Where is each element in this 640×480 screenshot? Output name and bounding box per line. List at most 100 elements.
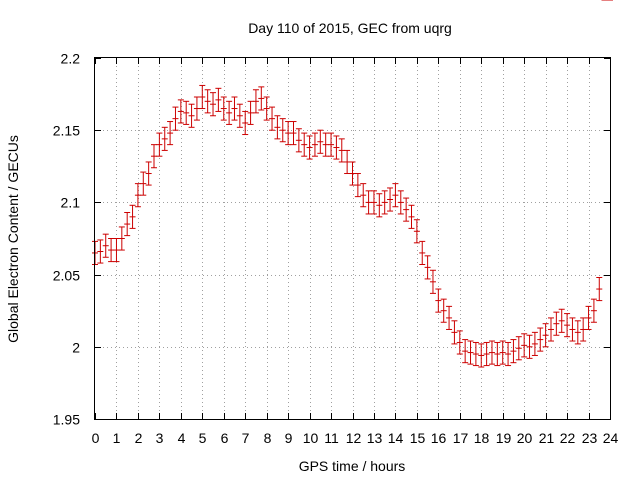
- error-bar: [172, 106, 179, 131]
- plot-frame: [94, 57, 611, 420]
- x-tick-label: 13: [367, 430, 383, 446]
- error-bar: [247, 100, 254, 125]
- error-bar: [419, 240, 426, 265]
- x-tick-label: 10: [303, 430, 319, 446]
- error-bar: [424, 255, 431, 280]
- error-bar: [510, 339, 517, 364]
- error-bar: [236, 103, 243, 128]
- error-bar: [564, 313, 571, 338]
- error-bar: [311, 132, 318, 157]
- error-bar: [183, 100, 190, 125]
- error-bar: [499, 340, 506, 365]
- y-tick-label: 2.1: [61, 195, 81, 211]
- x-tick-label: 14: [388, 430, 404, 446]
- error-bar: [515, 336, 522, 361]
- error-bar: [462, 339, 469, 364]
- error-bar: [483, 341, 490, 367]
- error-bar: [102, 233, 109, 258]
- error-bar: [397, 190, 404, 215]
- error-bar: [553, 311, 560, 336]
- error-bar: [521, 333, 528, 358]
- axis-ticks: [95, 58, 611, 420]
- x-tick-label: 23: [582, 430, 598, 446]
- x-tick-label: 4: [178, 430, 186, 446]
- error-bar: [97, 239, 104, 264]
- error-bar: [134, 183, 141, 208]
- error-bar: [585, 305, 592, 330]
- error-bar: [392, 183, 399, 208]
- error-bar: [279, 118, 286, 143]
- error-bar: [263, 96, 270, 121]
- x-tick-label: 17: [453, 430, 469, 446]
- error-bar: [360, 183, 367, 208]
- error-bar: [446, 305, 453, 330]
- error-bar: [558, 308, 565, 333]
- error-bar: [295, 128, 302, 153]
- error-bar: [274, 115, 281, 140]
- error-bar: [322, 132, 329, 157]
- error-bar: [301, 132, 308, 157]
- error-bar: [177, 99, 184, 124]
- error-bar: [226, 100, 233, 125]
- error-bar: [505, 341, 512, 367]
- error-bar: [258, 86, 265, 111]
- x-tick-label: 16: [431, 430, 447, 446]
- x-tick-labels: 0 1 2 3 4 5 6 7 8 9 10 11 12 13 14 15 16 17 18 19 20 21 22 23 24: [92, 430, 619, 446]
- error-bar: [381, 190, 388, 215]
- error-bar: [167, 121, 174, 146]
- error-bar: [472, 341, 479, 367]
- error-bar: [365, 190, 372, 215]
- x-tick-label: 6: [221, 430, 229, 446]
- x-tick-label: 1: [113, 430, 121, 446]
- y-tick-label: 2.2: [61, 51, 81, 67]
- x-tick-label: 9: [285, 430, 293, 446]
- error-bar: [435, 288, 442, 313]
- x-tick-label: 11: [324, 430, 339, 446]
- error-bar: [569, 317, 576, 342]
- x-axis-title: GPS time / hours: [299, 458, 406, 474]
- error-bar: [129, 204, 136, 229]
- error-bar: [108, 238, 115, 263]
- x-tick-label: 15: [410, 430, 426, 446]
- error-bar: [478, 343, 485, 368]
- x-tick-label: 24: [603, 430, 619, 446]
- error-bar: [494, 341, 501, 367]
- error-bar: [467, 340, 474, 365]
- x-tick-label: 0: [92, 430, 100, 446]
- x-tick-label: 3: [156, 430, 164, 446]
- error-bar: [376, 193, 383, 218]
- error-bar: [210, 92, 217, 117]
- error-bar: [188, 103, 195, 128]
- error-bar: [440, 298, 447, 323]
- error-bar: [354, 173, 361, 198]
- data-series: [92, 0, 613, 368]
- error-bar: [231, 96, 238, 121]
- x-tick-label: 19: [496, 430, 512, 446]
- error-bar: [590, 298, 597, 323]
- error-bar: [537, 327, 544, 352]
- error-bar: [580, 317, 587, 342]
- error-bar: [145, 161, 152, 186]
- error-bar: [118, 226, 125, 251]
- error-bar: [387, 187, 394, 212]
- error-bar: [456, 330, 463, 355]
- error-bar: [547, 317, 554, 342]
- x-tick-label: 22: [560, 430, 576, 446]
- x-tick-label: 7: [242, 430, 250, 446]
- error-bar: [370, 190, 377, 215]
- error-bar: [161, 126, 168, 151]
- error-bar: [285, 121, 292, 146]
- error-bar: [403, 197, 410, 222]
- y-axis-title: Global Electron Content / GECUs: [5, 135, 21, 343]
- x-tick-label: 20: [517, 430, 533, 446]
- error-bar: [252, 89, 259, 114]
- error-bar: [531, 331, 538, 356]
- error-bar: [242, 110, 249, 136]
- error-bar: [338, 138, 345, 163]
- error-bar: [124, 212, 131, 237]
- error-bar: [408, 204, 415, 229]
- error-bar: [596, 276, 603, 302]
- error-bar: [488, 340, 495, 365]
- x-tick-label: 18: [474, 430, 490, 446]
